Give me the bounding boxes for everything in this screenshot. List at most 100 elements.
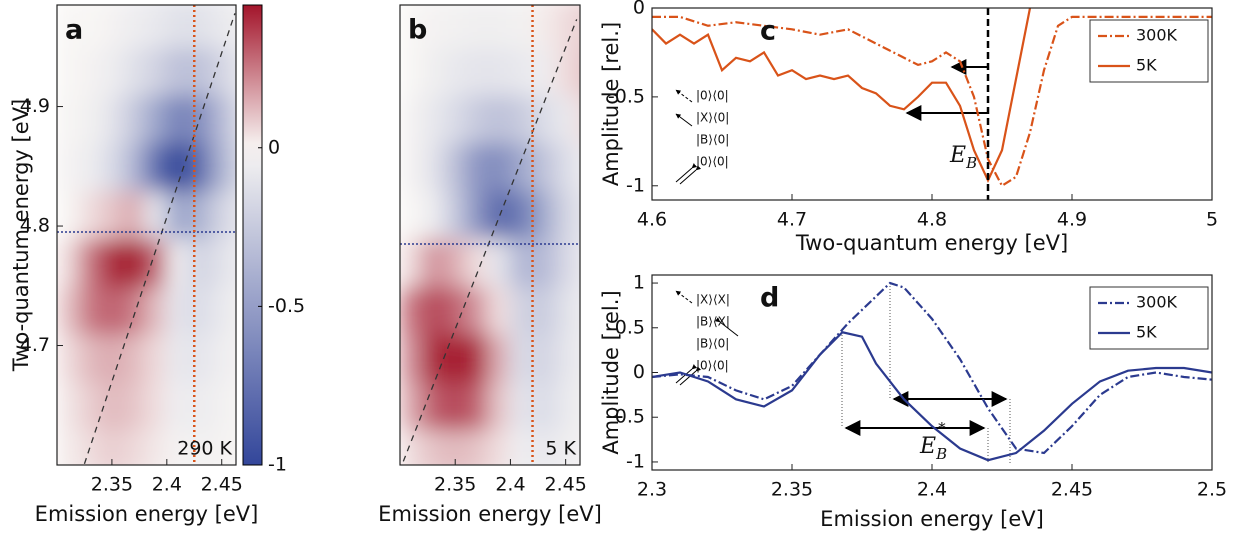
heat-cell	[487, 332, 512, 383]
heat-cell	[77, 93, 102, 144]
y-axis-label: Amplitude [rel.]	[599, 22, 623, 186]
heat-cell	[99, 93, 124, 144]
heat-cell	[57, 236, 80, 287]
heat-cell	[421, 93, 446, 144]
heat-cell	[143, 45, 168, 96]
heat-cell	[421, 284, 446, 335]
heat-cell	[443, 380, 468, 431]
heat-cell	[209, 93, 234, 144]
legend-label: 5K	[1136, 323, 1157, 342]
heat-cell	[57, 45, 80, 96]
heat-cell	[553, 5, 578, 48]
energy-label-part: B	[935, 445, 947, 463]
heat-cell	[165, 45, 190, 96]
heat-cell	[231, 428, 236, 465]
heat-cell	[143, 93, 168, 144]
energy-label-part: E	[949, 143, 966, 168]
heat-cell	[57, 428, 80, 465]
heat-cell	[209, 428, 234, 465]
legend-label: 300K	[1136, 26, 1178, 45]
heat-cell	[209, 141, 234, 192]
heat-cell	[553, 93, 578, 144]
heat-cell	[509, 93, 534, 144]
heat-cell	[231, 93, 236, 144]
y-axis-label: Amplitude [rel.]	[599, 290, 623, 454]
heat-cell	[77, 5, 102, 48]
heat-cell	[121, 380, 146, 431]
temperature-label: 290 K	[177, 438, 232, 460]
heat-cell	[57, 93, 80, 144]
heat-cell	[575, 45, 580, 96]
heat-cell	[99, 380, 124, 431]
heat-cell	[209, 189, 234, 239]
heat-cell	[77, 428, 102, 465]
series-line	[652, 8, 1032, 184]
y-tick-label: -0.5	[608, 85, 645, 107]
inset-ket: |0⟩⟨0|	[696, 155, 729, 169]
heat-cell	[165, 5, 190, 48]
x-tick-label: 2.35	[771, 479, 813, 501]
colorbar-tick-label: 0	[268, 136, 280, 158]
x-axis-label: Emission energy [eV]	[378, 502, 602, 526]
heat-cell	[57, 284, 80, 335]
x-tick-label: 2.4	[917, 479, 947, 501]
heat-cell	[121, 93, 146, 144]
x-tick-label: 2.45	[544, 474, 586, 496]
legend-box	[1089, 286, 1209, 350]
diagonal	[402, 19, 578, 462]
heat-cell	[553, 236, 578, 287]
heat-cell	[165, 428, 190, 465]
plot-area	[652, 8, 1212, 200]
heat-cell	[531, 236, 556, 287]
heat-cell	[209, 380, 234, 431]
heat-cell	[487, 93, 512, 144]
x-axis-label: Two-quantum energy [eV]	[795, 231, 1068, 255]
heat-cell	[57, 189, 80, 239]
energy-label: EB *	[919, 419, 947, 463]
heat-cell	[553, 141, 578, 192]
heat-cell	[509, 428, 534, 465]
heat-cell	[443, 332, 468, 383]
inset-ket: |B⟩⟨0|	[696, 337, 729, 351]
panel-letter: a	[65, 15, 83, 46]
heat-cell	[531, 189, 556, 239]
heat-cell	[421, 5, 446, 48]
heat-cell	[443, 5, 468, 48]
heat-cell	[121, 236, 146, 287]
x-tick-label: 2.4	[495, 474, 525, 496]
heat-cell	[187, 45, 212, 96]
x-axis-label: Emission energy [eV]	[820, 507, 1044, 531]
heat-cell	[400, 380, 424, 431]
heat-cell	[165, 380, 190, 431]
heat-cell	[187, 380, 212, 431]
heat-cell	[143, 428, 168, 465]
heat-cell	[553, 189, 578, 239]
heat-cell	[443, 45, 468, 96]
inset-ket: |B⟩⟨X|	[696, 315, 730, 329]
x-tick-label: 2.45	[201, 474, 243, 496]
heat-cell	[77, 332, 102, 383]
heat-cell	[575, 332, 580, 383]
heat-cell	[209, 45, 234, 96]
plot-area	[652, 281, 1212, 462]
heat-cell	[509, 141, 534, 192]
heat-cell	[509, 380, 534, 431]
heat-cell	[465, 428, 490, 465]
heat-cell	[487, 284, 512, 335]
heat-cell	[443, 189, 468, 239]
y-tick-label: -0.5	[608, 406, 645, 428]
heat-cell	[231, 332, 236, 383]
heat-cell	[231, 284, 236, 335]
heat-cell	[121, 189, 146, 239]
heat-cell	[575, 380, 580, 431]
x-tick-label: 5	[1206, 209, 1218, 231]
heat-cell	[465, 5, 490, 48]
heat-cell	[57, 380, 80, 431]
heat-cell	[400, 189, 424, 239]
heat-cell	[465, 141, 490, 192]
colorbar-tick-label: -0.5	[268, 295, 305, 317]
legend-label: 5K	[1136, 56, 1157, 75]
temperature-label: 5 K	[545, 438, 576, 460]
heat-cell	[121, 45, 146, 96]
